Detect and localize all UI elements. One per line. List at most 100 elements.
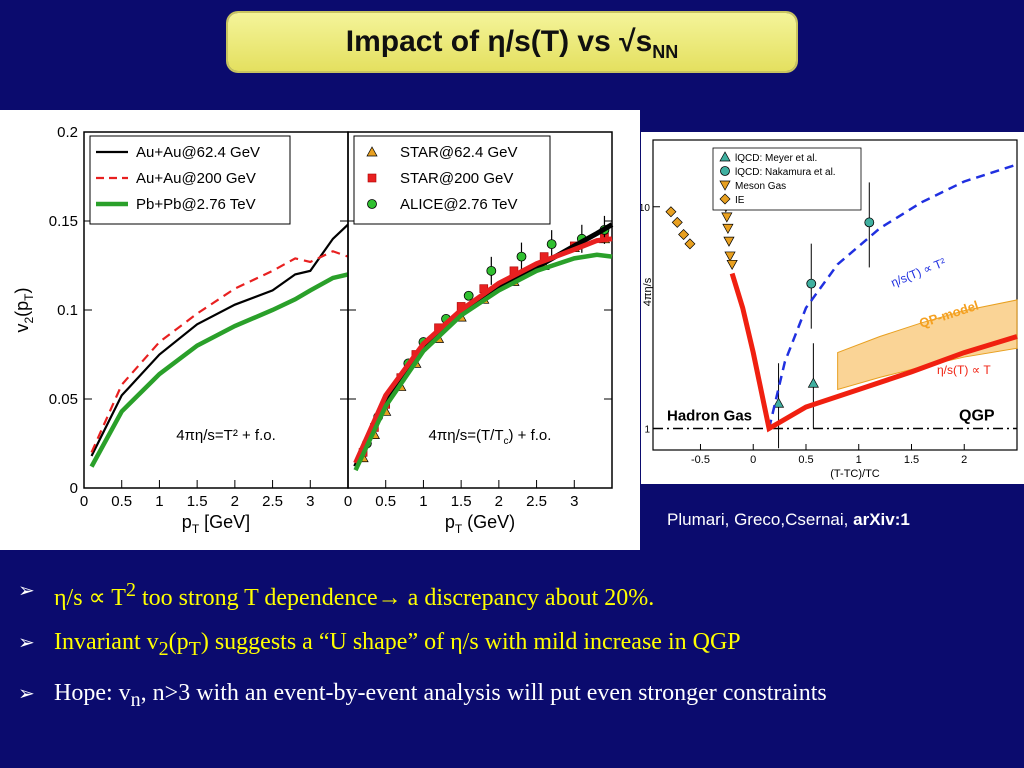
series-line <box>353 252 613 472</box>
y-tick-label: 1 <box>644 425 650 436</box>
y-tick-label: 10 <box>641 203 650 214</box>
data-point <box>772 397 785 408</box>
series-line <box>767 163 1018 429</box>
x-tick-label: 0.5 <box>798 454 813 466</box>
x-tick-label: -0.5 <box>691 454 710 466</box>
legend-label: STAR@62.4 GeV <box>400 144 518 161</box>
y-tick-label: 0.2 <box>57 124 78 141</box>
annotation: 4πη/s=(T/Tc) + f.o. <box>429 427 552 447</box>
legend-marker <box>719 193 731 205</box>
data-point <box>486 265 497 276</box>
legend-marker <box>719 151 731 162</box>
legend-label: STAR@200 GeV <box>400 170 513 187</box>
legend-marker <box>367 173 377 183</box>
series-line <box>729 272 1018 433</box>
blue-curve-label: η/s(T) ∝ T² <box>889 255 948 290</box>
legend-label: ALICE@2.76 TeV <box>400 196 518 213</box>
x-tick-label: 1 <box>419 493 427 510</box>
series-line <box>90 223 349 457</box>
x-tick-label: 0 <box>80 493 88 510</box>
title-banner: Impact of η/s(T) vs √sNN <box>228 13 796 71</box>
slide-title: Impact of η/s(T) vs √sNN <box>345 25 679 62</box>
eta-s-plot-svg: -0.5 0 0.5 1 1.5 2 1 10 (T-TC)/TC 4πη/s lQCD: Meye… <box>639 139 1018 480</box>
data-point <box>516 251 527 262</box>
bullet-1: ➢ η/s ∝ T2 too strong T dependence→ a di… <box>18 568 1018 620</box>
x-tick-label: 1.5 <box>451 493 472 510</box>
legend-box <box>712 147 862 211</box>
data-point <box>721 212 733 223</box>
qp-model-band <box>837 299 1018 391</box>
legend-label: lQCD: Nakamura et al. <box>735 167 836 178</box>
x-tick-label: 2 <box>231 493 239 510</box>
plot-frame <box>652 139 1018 451</box>
legend-marker <box>719 180 731 191</box>
legend-marker <box>720 166 730 176</box>
arrow-bullet-icon: ➢ <box>18 578 35 602</box>
eta-s-plot-panel: -0.5 0 0.5 1 1.5 2 1 10 (T-TC)/TC 4πη/s lQCD: Meye… <box>639 132 1024 484</box>
x-tick-label: 2 <box>495 493 503 510</box>
v2-plots-panel: 0 0.5 1 1.5 2 2.5 3 0 0.05 0.1 0.15 0.2 pT [GeV] v2(p… <box>0 110 640 550</box>
series-line <box>353 236 613 465</box>
bullet-3: ➢ Hope: vn, n>3 with an event-by-event a… <box>18 671 1018 722</box>
arrow-bullet-icon: ➢ <box>18 630 35 654</box>
data-point <box>665 206 677 218</box>
citation-authors: Plumari, Greco,Csernai, <box>667 510 849 529</box>
x-tick-label: 3 <box>306 493 314 510</box>
citation-ref: arXiv:1 <box>853 510 910 529</box>
legend-label: Pb+Pb@2.76 TeV <box>136 196 256 213</box>
legend-box <box>353 135 551 225</box>
legend-marker <box>366 146 378 157</box>
y-tick-label: 0.05 <box>49 391 78 408</box>
y-tick-label: 0.15 <box>49 213 78 230</box>
data-point <box>806 278 817 289</box>
x-tick-label: 2.5 <box>526 493 547 510</box>
legend-label: Meson Gas <box>735 181 786 192</box>
x-tick-label: 3 <box>570 493 578 510</box>
y-axis-label: 4πη/s <box>642 277 654 306</box>
legend-box <box>89 135 291 225</box>
legend-label: Au+Au@62.4 GeV <box>136 144 260 161</box>
y-tick-label: 0.1 <box>57 302 78 319</box>
legend-label: Au+Au@200 GeV <box>136 170 256 187</box>
x-tick-label: 2.5 <box>262 493 283 510</box>
bullet-2: ➢ Invariant v2(pT) suggests a “U shape” … <box>18 620 1018 671</box>
legend: Au+Au@62.4 GeV Au+Au@200 GeV Pb+Pb@2.76 Te… <box>89 135 291 225</box>
x-axis-label: pT [GeV] <box>182 512 250 536</box>
qgp-label: QGP <box>959 408 995 425</box>
x-tick-label: 1 <box>856 454 862 466</box>
data-point <box>807 377 819 388</box>
legend-marker <box>367 199 377 209</box>
x-tick-label: 1.5 <box>187 493 208 510</box>
y-axis-label: v2(pT) <box>12 287 36 332</box>
data-point <box>671 216 683 228</box>
x-tick-label: 1.5 <box>904 454 919 466</box>
data-point <box>678 228 690 240</box>
x-axis-label: pT (GeV) <box>445 512 515 536</box>
data-point <box>726 259 738 271</box>
series-line <box>89 272 349 468</box>
red-curve-label: η/s(T) ∝ T <box>937 363 991 377</box>
legend: STAR@62.4 GeV STAR@200 GeV ALICE@2.76 TeV <box>353 135 551 225</box>
bullet-list: ➢ η/s ∝ T2 too strong T dependence→ a di… <box>18 568 1018 722</box>
arrow-bullet-icon: ➢ <box>18 680 35 705</box>
legend-label: IE <box>735 195 745 206</box>
data-point <box>546 239 557 250</box>
x-tick-label: 1 <box>155 493 163 510</box>
data-point <box>684 238 696 250</box>
x-tick-label: 0.5 <box>375 493 396 510</box>
annotation: 4πη/s=T² + f.o. <box>176 427 276 444</box>
y-tick-label: 0 <box>70 480 78 497</box>
data-point <box>864 217 875 228</box>
x-axis-label: (T-TC)/TC <box>830 468 880 480</box>
data-point <box>463 290 474 301</box>
legend-label: lQCD: Meyer et al. <box>735 153 817 164</box>
data-point <box>724 251 736 262</box>
citation: Plumari, Greco,Csernai, arXiv:1 <box>667 510 1024 530</box>
x-tick-label: 0 <box>344 493 352 510</box>
data-point <box>722 223 734 234</box>
x-tick-label: 0 <box>750 454 756 466</box>
series-line <box>90 250 349 453</box>
x-tick-label: 0.5 <box>111 493 132 510</box>
v2-plots-svg: 0 0.5 1 1.5 2 2.5 3 0 0.05 0.1 0.15 0.2 pT [GeV] v2(p… <box>12 124 614 536</box>
hadron-gas-label: Hadron Gas <box>667 408 752 425</box>
